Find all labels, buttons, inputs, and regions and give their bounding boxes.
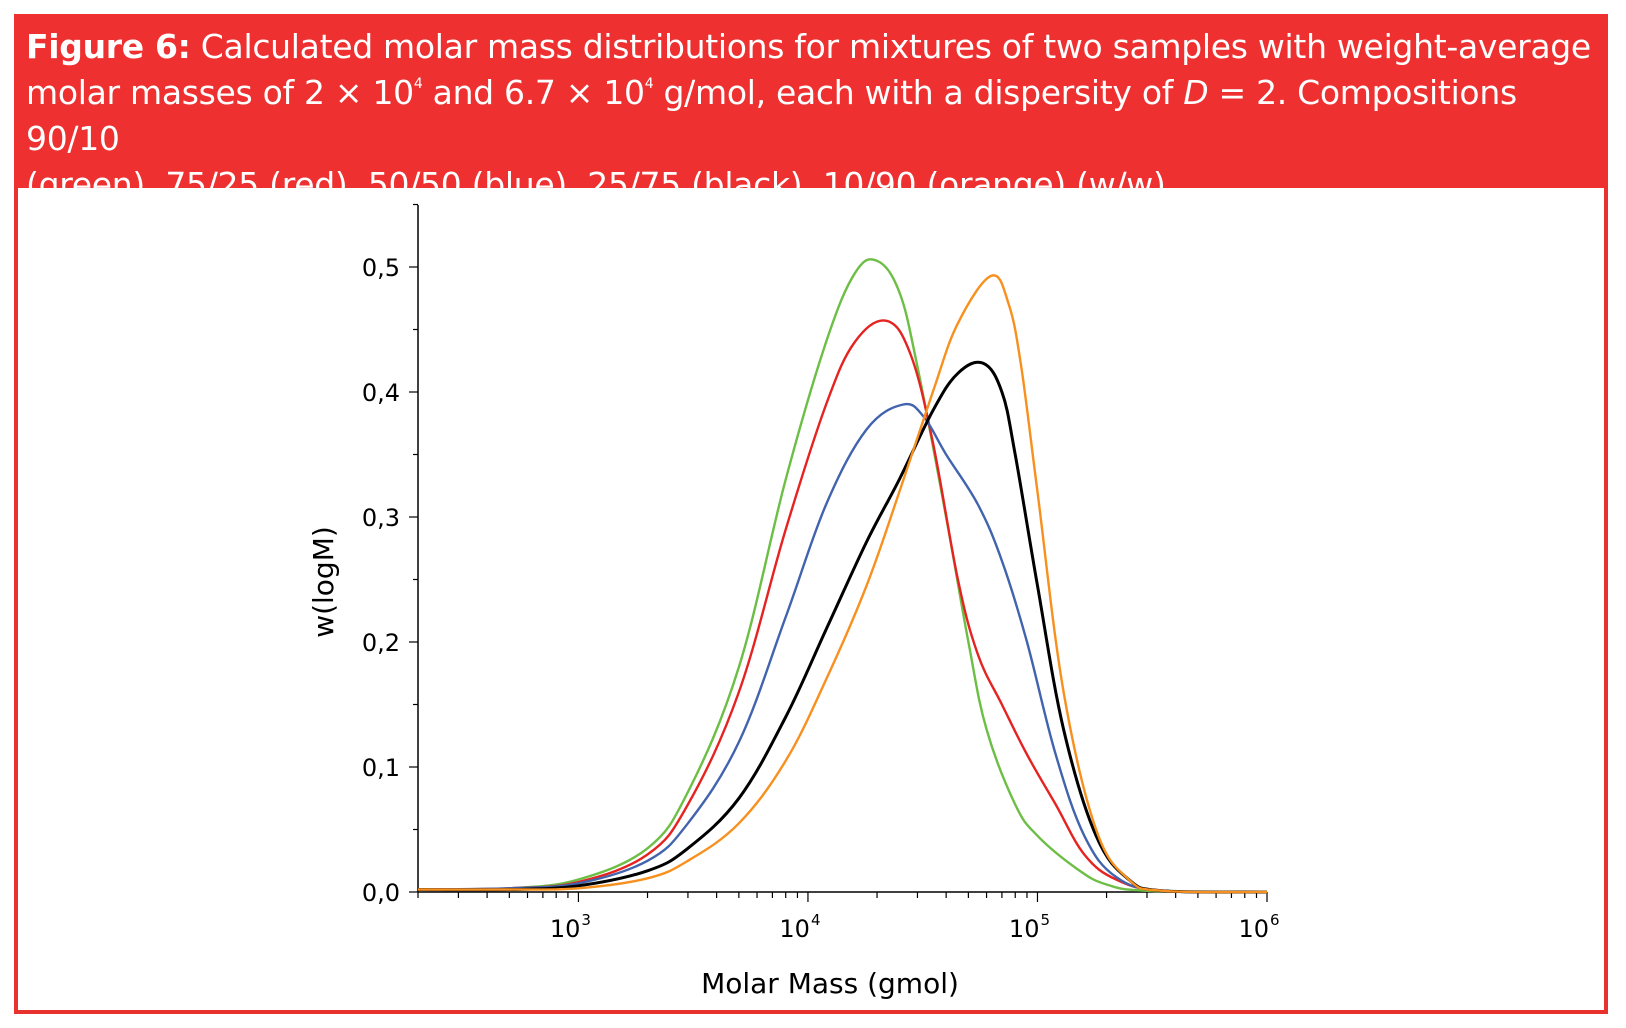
caption-line-2: molar masses of 2 × 104 and 6.7 × 104 g/… (26, 70, 1596, 162)
x-tick-base: 10 (1238, 915, 1269, 943)
x-tick-base: 10 (1009, 915, 1040, 943)
y-tick-label: 0,5 (362, 254, 400, 282)
caption-line-3: (green), 75/25 (red), 50/50 (blue), 25/7… (26, 165, 1176, 204)
x-tick-exponent: 3 (581, 911, 591, 929)
caption-text-segment: g/mol, each with a dispersity of (653, 73, 1184, 112)
caption-superscript: 4 (644, 76, 654, 92)
x-tick-exponent: 6 (1270, 911, 1280, 929)
x-axis-label: Molar Mass (gmol) (701, 967, 959, 1000)
x-tick-label: 103 (550, 911, 591, 943)
series-line-blue (417, 402, 1268, 894)
series-line-black (417, 360, 1268, 894)
y-tick-label: 0,3 (362, 504, 400, 532)
x-tick-label: 106 (1238, 911, 1279, 943)
y-tick-label: 0,0 (362, 879, 400, 907)
y-tick-label: 0,1 (362, 754, 400, 782)
x-tick-exponent: 5 (1040, 911, 1050, 929)
x-tick-label: 104 (779, 911, 820, 943)
figure-label: Figure 6: (26, 27, 191, 66)
caption-line-1: Figure 6: Calculated molar mass distribu… (26, 24, 1596, 70)
y-tick-label: 0,4 (362, 379, 400, 407)
figure-caption: Figure 6: Calculated molar mass distribu… (14, 14, 1608, 204)
y-tick-label: 0,2 (362, 629, 400, 657)
caption-text-segment: and 6.7 × 10 (422, 73, 645, 112)
x-tick-label: 105 (1009, 911, 1050, 943)
x-tick-exponent: 4 (811, 911, 821, 929)
caption-line-1-text: Calculated molar mass distributions for … (200, 27, 1591, 66)
caption-italic-d: D (1183, 73, 1209, 112)
y-axis-label: w(logM) (307, 526, 340, 638)
series-line-orange (417, 274, 1268, 894)
series-line-red (417, 319, 1268, 894)
x-tick-base: 10 (550, 915, 581, 943)
x-tick-base: 10 (779, 915, 810, 943)
chart-series (417, 258, 1268, 894)
series-line-green (417, 258, 1268, 894)
caption-superscript: 4 (413, 76, 423, 92)
caption-text-segment: = 2. Compositions 90/10 (26, 73, 1517, 158)
caption-text-segment: molar masses of 2 × 10 (26, 73, 414, 112)
